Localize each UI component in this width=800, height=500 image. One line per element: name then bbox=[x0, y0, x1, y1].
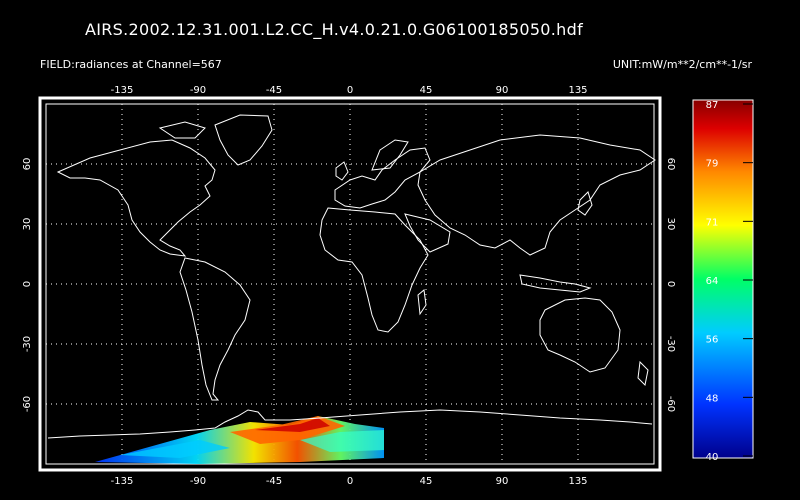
new-zealand-coast bbox=[637, 360, 649, 387]
australia-coast bbox=[539, 297, 621, 373]
lat-tick-label: 30 bbox=[665, 218, 676, 231]
lon-tick-label: 135 bbox=[568, 85, 587, 96]
lon-tick-label: 0 bbox=[347, 476, 353, 487]
lon-ticks-top: -135 -90 -45 0 45 90 135 bbox=[111, 85, 588, 96]
lat-tick-label: 0 bbox=[22, 281, 33, 287]
asia-coast bbox=[417, 134, 656, 256]
south-america-coast bbox=[179, 257, 251, 401]
indonesia-coast bbox=[519, 274, 592, 293]
lat-tick-label: -30 bbox=[665, 336, 676, 352]
lon-ticks-bottom: -135 -90 -45 0 45 90 135 bbox=[111, 476, 588, 487]
lon-tick-label: -135 bbox=[111, 476, 134, 487]
lat-ticks-left: 60 30 0 -30 -60 bbox=[22, 158, 33, 413]
colorbar-tick-label: 48 bbox=[706, 393, 719, 404]
lat-tick-label: -30 bbox=[22, 336, 33, 352]
japan-coast bbox=[577, 191, 593, 216]
arctic-islands-coast bbox=[158, 121, 206, 139]
lon-tick-label: -135 bbox=[111, 85, 134, 96]
colorbar-tick-label: 79 bbox=[706, 159, 719, 170]
lat-tick-label: -60 bbox=[665, 396, 676, 412]
field-label: FIELD:radiances at Channel=567 bbox=[40, 58, 222, 71]
lon-tick-label: -90 bbox=[190, 85, 206, 96]
lon-tick-label: 0 bbox=[347, 85, 353, 96]
colorbar-tick-label: 56 bbox=[706, 335, 719, 346]
colorbar-ticks: 87 79 71 64 56 48 40 bbox=[706, 100, 753, 463]
lon-tick-label: -45 bbox=[266, 476, 282, 487]
colorbar-tick-label: 64 bbox=[706, 276, 719, 287]
lat-tick-label: -60 bbox=[22, 396, 33, 412]
greenland-coast bbox=[214, 114, 273, 166]
north-america-coast bbox=[56, 139, 216, 257]
lon-tick-label: 45 bbox=[420, 85, 433, 96]
lon-tick-label: -90 bbox=[190, 476, 206, 487]
lat-ticks-right: 60 30 0 -30 -60 bbox=[665, 158, 676, 413]
lat-tick-label: 60 bbox=[665, 158, 676, 171]
file-title: AIRS.2002.12.31.001.L2.CC_H.v4.0.21.0.G0… bbox=[85, 20, 584, 39]
lon-tick-label: 135 bbox=[568, 476, 587, 487]
lon-tick-label: 45 bbox=[420, 476, 433, 487]
uk-coast bbox=[335, 161, 349, 181]
lat-tick-label: 0 bbox=[665, 281, 676, 287]
lat-tick-label: 30 bbox=[22, 218, 33, 231]
radiance-swath bbox=[95, 416, 384, 464]
europe-coast bbox=[334, 147, 431, 209]
colorbar-tick-label: 87 bbox=[706, 100, 719, 111]
arabia-coast bbox=[404, 213, 451, 253]
lon-tick-label: 90 bbox=[496, 85, 509, 96]
graticule bbox=[46, 104, 654, 464]
lon-tick-label: -45 bbox=[266, 85, 282, 96]
lon-tick-label: 90 bbox=[496, 476, 509, 487]
antarctica-coast bbox=[47, 409, 653, 439]
madagascar-coast bbox=[417, 289, 427, 316]
scandinavia-coast bbox=[371, 139, 409, 171]
colorbar-tick-label: 71 bbox=[706, 217, 719, 228]
colorbar-tick-label: 40 bbox=[706, 452, 719, 463]
colorbar bbox=[692, 99, 754, 459]
coastlines bbox=[47, 114, 656, 439]
map-frame bbox=[38, 96, 662, 472]
africa-coast bbox=[319, 207, 429, 333]
unit-label: UNIT:mW/m**2/cm**-1/sr bbox=[612, 58, 752, 71]
lat-tick-label: 60 bbox=[22, 158, 33, 171]
